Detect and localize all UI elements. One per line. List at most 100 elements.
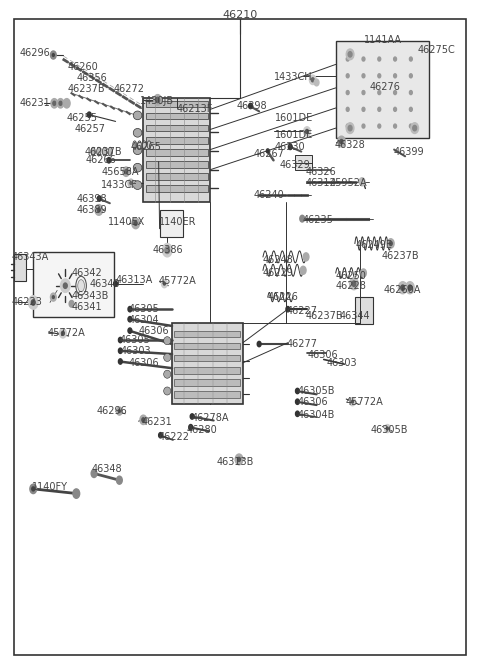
Bar [33,251,114,317]
Text: 46313B: 46313B [216,457,253,467]
Text: 1141AA: 1141AA [364,34,402,44]
Text: 46306: 46306 [308,350,338,360]
Circle shape [378,74,381,78]
Circle shape [140,415,147,425]
Circle shape [378,91,381,95]
Ellipse shape [147,141,151,149]
Text: 46260A: 46260A [384,286,421,296]
Text: 46227: 46227 [287,306,318,316]
Text: 46304B: 46304B [298,410,335,420]
Text: 1433CF: 1433CF [101,180,138,190]
Text: 46304: 46304 [129,315,159,325]
Circle shape [378,108,381,112]
Ellipse shape [133,146,142,155]
Circle shape [69,300,74,307]
Circle shape [346,108,349,112]
Circle shape [52,54,54,56]
Text: 1140EX: 1140EX [108,217,145,227]
Circle shape [288,144,292,150]
Text: 46386: 46386 [153,245,183,255]
Ellipse shape [108,147,112,156]
Circle shape [306,130,309,134]
Circle shape [394,91,396,95]
Text: 46305: 46305 [120,335,150,345]
Circle shape [249,103,252,109]
Bar [146,185,208,192]
Text: 46237B: 46237B [306,311,344,321]
Circle shape [360,269,366,277]
Text: 46231: 46231 [142,417,173,427]
Text: 46296: 46296 [96,406,127,416]
Ellipse shape [133,163,142,172]
Ellipse shape [133,128,142,137]
Text: 46272: 46272 [113,83,144,93]
Text: 46303: 46303 [120,347,151,356]
Circle shape [286,306,290,312]
Text: 46342: 46342 [72,268,102,278]
Circle shape [142,418,145,422]
Bar [146,161,208,168]
Text: 46343B: 46343B [72,291,109,301]
Circle shape [238,458,240,462]
Circle shape [340,140,343,144]
Text: 46229: 46229 [263,268,294,278]
Text: 46213F: 46213F [177,104,213,114]
Circle shape [162,243,172,257]
Text: 46267: 46267 [253,149,284,159]
Text: 46326: 46326 [306,167,337,177]
Text: 45952A: 45952A [330,178,368,188]
Circle shape [60,329,66,338]
Circle shape [119,337,122,343]
Text: 46277: 46277 [287,339,318,349]
Text: 1433CH: 1433CH [274,72,312,82]
Circle shape [53,101,56,106]
Bar [174,331,240,337]
Circle shape [130,181,132,184]
Circle shape [384,425,390,433]
Circle shape [346,49,354,60]
Text: 46235: 46235 [302,215,333,225]
Circle shape [59,101,62,106]
Text: 46248: 46248 [263,255,294,265]
Circle shape [346,57,349,61]
Circle shape [87,112,91,118]
Circle shape [349,278,358,290]
Text: 46344: 46344 [339,311,370,321]
Circle shape [389,241,392,245]
Text: 46312: 46312 [306,178,337,188]
Text: 46265: 46265 [131,142,162,152]
Ellipse shape [138,141,142,149]
Bar [174,355,240,362]
Text: 46305B: 46305B [298,386,335,396]
Bar [174,367,240,374]
Circle shape [348,52,352,57]
Circle shape [117,476,122,485]
Circle shape [409,57,412,61]
Circle shape [310,75,316,85]
Text: 46356: 46356 [76,73,107,83]
Bar [355,297,373,324]
Text: 46275C: 46275C [417,45,455,55]
Bar [146,137,208,144]
Circle shape [409,124,412,128]
Bar [172,323,243,405]
Circle shape [352,281,356,286]
Circle shape [303,253,309,261]
Bar [295,155,312,170]
Text: 46255: 46255 [67,113,98,123]
Circle shape [50,51,56,59]
Text: 46305: 46305 [129,304,160,314]
Circle shape [348,126,352,131]
Circle shape [158,433,162,438]
Text: 46276: 46276 [369,81,400,91]
Circle shape [394,74,396,78]
Circle shape [362,108,365,112]
Circle shape [408,285,412,290]
Circle shape [97,208,100,212]
Circle shape [394,124,396,128]
Circle shape [362,74,365,78]
Text: 46399: 46399 [393,146,424,157]
Text: 46222: 46222 [158,431,190,442]
Circle shape [52,296,54,298]
Text: 1601DE: 1601DE [275,130,312,140]
